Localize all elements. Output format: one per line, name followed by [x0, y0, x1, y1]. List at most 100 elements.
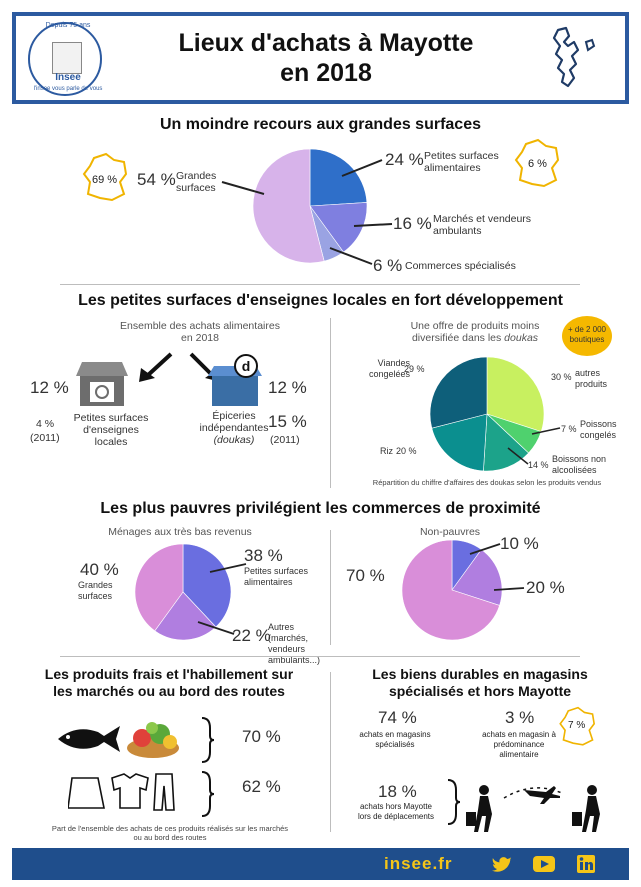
section5-title-2: spécialisés et hors Mayotte: [388, 683, 572, 699]
s5-a-text-2: spécialisés: [375, 740, 415, 749]
s2-epi-label-2: (doukas): [213, 434, 255, 446]
footer-bar: insee.fr: [12, 848, 629, 880]
s3-leader-autres: [197, 621, 235, 635]
epicerie-icon: d: [208, 354, 262, 406]
s4-fresh-pct: 70 %: [242, 727, 281, 746]
s2-label-poissons-text: Poissons congelés: [580, 419, 617, 440]
s3-right-70-pct: 70 %: [346, 566, 385, 585]
s2-epi-label-1: Épiceries indépendantes: [199, 410, 269, 434]
pie-slice-petites-surfaces-alimentaires: [182, 543, 232, 628]
s3-left-grandes-text: Grandes surfaces: [78, 580, 113, 601]
s3-left-autres-text: Autres (marchés, vendeurs ambulants...): [268, 622, 321, 665]
s2-epi-old: 15 %: [268, 412, 307, 431]
s5-b-text-3: alimentaire: [499, 750, 539, 759]
s2-label-riz-pct: 20 %: [396, 446, 417, 456]
title-line-1: Lieux d'achats à Mayotte: [178, 29, 474, 57]
s2-shop-pct: 12 %: [30, 378, 69, 397]
s3-leader-20: [493, 587, 525, 591]
s2-right-caption-1: Une offre de produits moins: [410, 320, 540, 332]
divider-v-3: [330, 672, 331, 832]
pie-chart-section3-left: [134, 543, 232, 641]
s5-a-text-1: achats en magasins: [359, 730, 431, 739]
footer-site-link[interactable]: insee.fr: [384, 854, 453, 873]
s3-leader-10: [469, 543, 501, 555]
fish-icon: [58, 726, 120, 752]
title-line-2: en 2018: [280, 59, 372, 87]
s2-label-riz-text: Riz: [380, 446, 393, 456]
logo-top-text: Depuis 75 ans: [45, 22, 91, 29]
pie-slice-grandes-surfaces: [252, 148, 325, 264]
pie-chart-section1: [252, 148, 368, 264]
s5-a-text: achats en magasins spécialisés: [350, 730, 440, 750]
s3-right-caption: Non-pauvres: [419, 526, 481, 538]
s2-note: Répartition du chiffre d'affaires des do…: [372, 478, 602, 487]
s2-right-caption-2: diversifiée dans les doukas: [390, 332, 560, 344]
s2-label-viandes-pct: 29 %: [404, 364, 425, 374]
s2-leader-boissons: [507, 447, 529, 465]
s2-label-boissons-text: Boissons non alcoolisées: [552, 454, 607, 475]
pie-chart-section2: [429, 356, 545, 472]
logo-emblem-icon: [52, 42, 82, 74]
travel-icon: [466, 785, 600, 832]
s3-left-autres-pct: 22 %: [232, 626, 271, 645]
page-title: Lieux d'achats à Mayotte en 2018: [136, 28, 516, 88]
s3-leader-petites: [209, 563, 247, 573]
s5-b-text: achats en magasin à prédominance aliment…: [474, 730, 564, 760]
france-map-icon-right: [514, 138, 560, 188]
s5-france-pct: 7 %: [568, 720, 586, 731]
s2-right-caption: Une offre de produits moins diversifiée …: [390, 320, 560, 344]
vegetables-icon: [127, 722, 179, 758]
section4-title-2: les marchés ou au bord des routes: [53, 683, 285, 699]
s2-label-poissons-pct: 7 %: [561, 424, 577, 434]
france-map-icon-s5: [559, 706, 596, 746]
s2-right-caption-2a: diversifiée dans les: [411, 332, 502, 344]
s5-c-text-1: achats hors Mayotte: [359, 802, 433, 811]
s1-label-commerces-pct: 6 %: [373, 256, 403, 275]
s2-label-autres-pct: 30 %: [551, 372, 572, 382]
divider-v-2: [330, 530, 331, 645]
header-banner: Depuis 75 ans Insee l'insee vous parle d…: [12, 12, 629, 104]
france-left-pct: 69 %: [92, 174, 118, 186]
s1-label-commerces-text: Commerces spécialisés: [405, 260, 516, 272]
s5-b-text-1: achats en magasin à: [482, 730, 556, 739]
s3-left-caption: Ménages aux très bas revenus: [108, 526, 252, 538]
s1-label-marches-pct: 16 %: [393, 214, 432, 233]
s5-a-pct: 74 %: [378, 708, 417, 727]
pie-slice-march-s-et-vendeurs-ambulants: [309, 202, 368, 253]
pie-slice-autres-march-s-vendeurs-ambulants: [154, 591, 217, 641]
divider-2: [60, 656, 580, 657]
linkedin-icon[interactable]: [577, 855, 595, 873]
bracket-clothes: [201, 771, 215, 817]
s1-label-petites-pct: 24 %: [385, 150, 424, 169]
s3-right-20-pct: 20 %: [526, 578, 565, 597]
pie-slice-grandes-surfaces: [134, 543, 184, 632]
s2-label-autres-text: autres produits: [575, 368, 608, 389]
mayotte-map-icon: [552, 26, 596, 88]
twitter-icon[interactable]: [492, 855, 512, 873]
youtube-icon[interactable]: [532, 855, 556, 873]
bracket-travel: [447, 779, 461, 825]
logo-name: Insee: [55, 72, 81, 83]
s2-epi-pct: 12 %: [268, 378, 307, 397]
s1-label-petites-text: Petites surfaces alimentaires: [424, 150, 499, 174]
pie-slice-viandes-congel-es: [429, 356, 488, 429]
s4-note-2: ou au bord des routes: [133, 833, 207, 842]
s2-epi-year: (2011): [270, 434, 300, 446]
s3-right-10-pct: 10 %: [500, 534, 539, 553]
s2-shop-year: (2011): [30, 432, 60, 444]
s2-shop-label: Petites surfaces d'enseignes locales: [73, 412, 149, 448]
section3-title: Les plus pauvres privilégient les commer…: [100, 500, 541, 517]
clothes-icon: [68, 773, 175, 811]
pie-chart-section3-right: [401, 539, 503, 641]
s3-left-petites-pct: 38 %: [244, 546, 283, 565]
s2-right-caption-em: doukas: [504, 332, 539, 344]
s4-note-1: Part de l'ensemble des achats de ces pro…: [51, 824, 289, 833]
s2-label-viandes-text: Viandes congelées: [368, 358, 410, 379]
section2-title: Les petites surfaces d'enseignes locales…: [78, 292, 563, 309]
s1-label-grandes-text: Grandes surfaces: [176, 170, 217, 194]
s1-leader-marches: [353, 223, 393, 227]
s5-b-pct: 3 %: [505, 708, 535, 727]
s1-leader-petites: [341, 159, 383, 177]
logo-bottom-text: l'insee vous parle de vous: [33, 86, 103, 92]
s2-leader-poissons: [531, 427, 561, 435]
